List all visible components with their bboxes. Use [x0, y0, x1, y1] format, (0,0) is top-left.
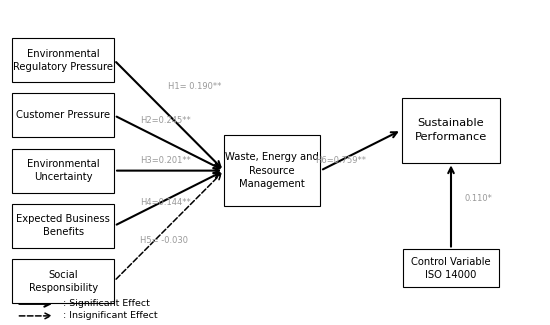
- Text: Environmental
Uncertainty: Environmental Uncertainty: [27, 159, 100, 182]
- Text: H5= -0.030: H5= -0.030: [140, 236, 188, 245]
- FancyBboxPatch shape: [224, 135, 320, 206]
- Text: Customer Pressure: Customer Pressure: [16, 111, 111, 120]
- FancyBboxPatch shape: [403, 250, 499, 287]
- Text: H4=0.144**: H4=0.144**: [140, 198, 191, 207]
- Text: H2=0.245**: H2=0.245**: [140, 116, 191, 125]
- Text: : Significant Effect: : Significant Effect: [63, 299, 150, 308]
- FancyBboxPatch shape: [13, 259, 114, 303]
- FancyBboxPatch shape: [13, 94, 114, 137]
- Text: Expected Business
Benefits: Expected Business Benefits: [16, 214, 110, 238]
- Text: Social
Responsibility: Social Responsibility: [29, 269, 98, 293]
- Text: : Insignificant Effect: : Insignificant Effect: [63, 311, 158, 320]
- FancyBboxPatch shape: [402, 98, 500, 162]
- FancyBboxPatch shape: [13, 38, 114, 82]
- FancyBboxPatch shape: [13, 204, 114, 248]
- Text: Sustainable
Performance: Sustainable Performance: [415, 118, 487, 142]
- Text: H1= 0.190**: H1= 0.190**: [168, 82, 221, 91]
- FancyBboxPatch shape: [13, 149, 114, 192]
- Text: H3=0.201**: H3=0.201**: [140, 156, 191, 165]
- Text: Environmental
Regulatory Pressure: Environmental Regulatory Pressure: [13, 48, 113, 72]
- Text: Waste, Energy and
Resource
Management: Waste, Energy and Resource Management: [226, 152, 319, 189]
- Text: 0.110*: 0.110*: [465, 194, 493, 203]
- Text: Control Variable
ISO 14000: Control Variable ISO 14000: [411, 256, 491, 280]
- Text: H6=0.759**: H6=0.759**: [316, 156, 366, 165]
